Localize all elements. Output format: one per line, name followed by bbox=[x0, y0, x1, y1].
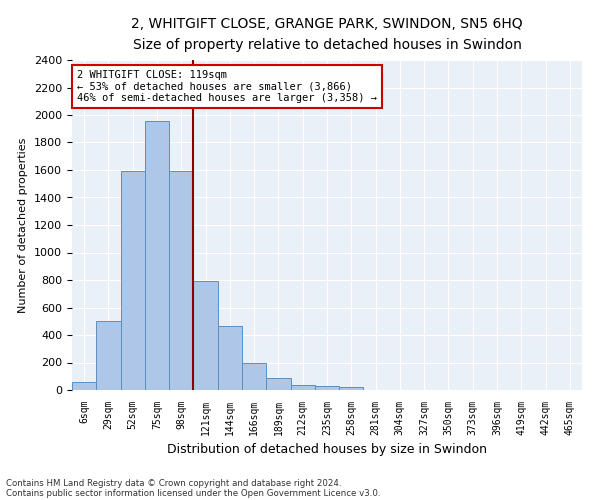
X-axis label: Distribution of detached houses by size in Swindon: Distribution of detached houses by size … bbox=[167, 444, 487, 456]
Bar bbox=[72, 382, 96, 390]
Bar bbox=[96, 322, 121, 390]
Text: 2 WHITGIFT CLOSE: 119sqm
← 53% of detached houses are smaller (3,866)
46% of sem: 2 WHITGIFT CLOSE: 119sqm ← 53% of detach… bbox=[77, 70, 377, 103]
Bar bbox=[169, 172, 193, 390]
Bar bbox=[242, 362, 266, 390]
Title: 2, WHITGIFT CLOSE, GRANGE PARK, SWINDON, SN5 6HQ
Size of property relative to de: 2, WHITGIFT CLOSE, GRANGE PARK, SWINDON,… bbox=[131, 18, 523, 52]
Bar bbox=[290, 385, 315, 390]
Bar bbox=[315, 386, 339, 390]
Bar bbox=[145, 120, 169, 390]
Bar bbox=[218, 326, 242, 390]
Bar bbox=[266, 378, 290, 390]
Y-axis label: Number of detached properties: Number of detached properties bbox=[19, 138, 28, 312]
Bar bbox=[339, 387, 364, 390]
Text: Contains public sector information licensed under the Open Government Licence v3: Contains public sector information licen… bbox=[6, 488, 380, 498]
Bar bbox=[121, 172, 145, 390]
Bar bbox=[193, 282, 218, 390]
Text: Contains HM Land Registry data © Crown copyright and database right 2024.: Contains HM Land Registry data © Crown c… bbox=[6, 478, 341, 488]
